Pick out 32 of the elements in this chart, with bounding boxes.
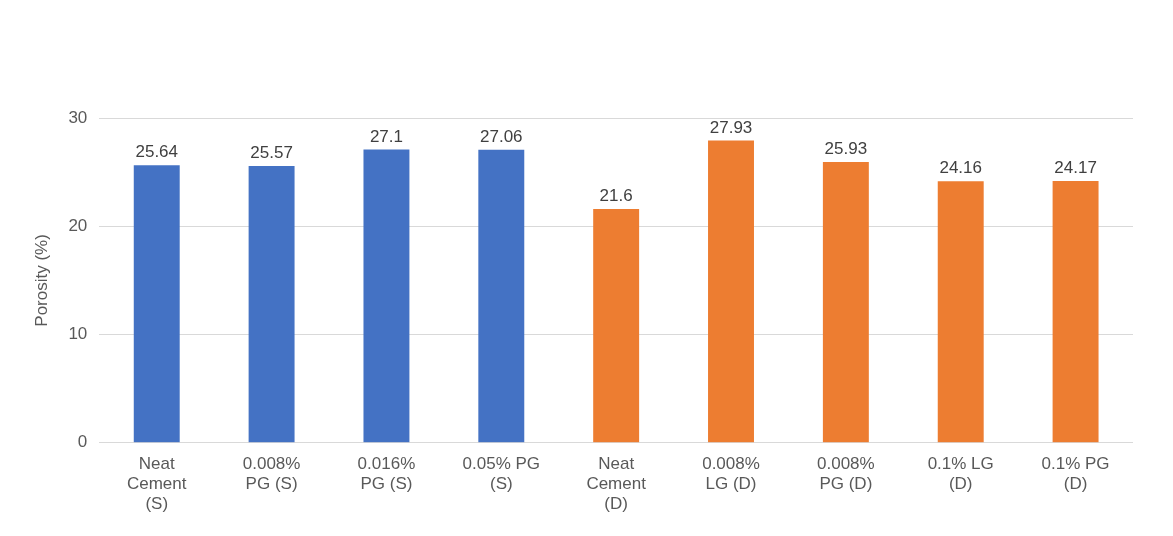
bar bbox=[1052, 181, 1099, 443]
bar bbox=[937, 181, 984, 443]
y-tick-label: 30 bbox=[68, 107, 88, 127]
bar bbox=[708, 140, 754, 443]
x-tick-label: 0.008% LG (D) bbox=[702, 453, 760, 494]
x-tick-label: 0.008% PG (D) bbox=[817, 453, 875, 494]
data-label: 27.93 bbox=[709, 117, 753, 137]
data-label: 25.64 bbox=[135, 142, 179, 162]
y-axis-title: Porosity (%) bbox=[31, 234, 51, 327]
bar bbox=[593, 208, 640, 443]
y-tick-label: 0 bbox=[77, 432, 88, 452]
bar bbox=[248, 165, 295, 443]
data-label: 21.6 bbox=[599, 186, 633, 206]
x-tick-label: Neat Cement (D) bbox=[586, 453, 647, 514]
x-tick-label: 0.1% PG (D) bbox=[1041, 453, 1110, 494]
x-tick-label: 0.05% PG (S) bbox=[462, 453, 541, 494]
x-tick-label: Neat Cement (S) bbox=[126, 453, 187, 514]
data-label: 27.06 bbox=[480, 127, 523, 147]
data-label: 24.16 bbox=[939, 158, 982, 178]
x-tick-label: 0.008% PG (S) bbox=[242, 453, 301, 494]
bar bbox=[822, 162, 869, 443]
y-tick-label: 10 bbox=[68, 324, 88, 344]
bar bbox=[478, 149, 525, 443]
data-label: 25.57 bbox=[250, 143, 293, 163]
data-label: 27.1 bbox=[369, 126, 403, 146]
y-tick-label: 20 bbox=[68, 215, 88, 235]
data-label: 25.93 bbox=[824, 139, 868, 159]
bar bbox=[363, 149, 410, 443]
data-label: 24.17 bbox=[1054, 158, 1097, 178]
bar bbox=[133, 165, 180, 443]
x-tick-label: 0.016% PG (S) bbox=[357, 453, 416, 494]
x-tick-label: 0.1% LG (D) bbox=[927, 453, 994, 494]
